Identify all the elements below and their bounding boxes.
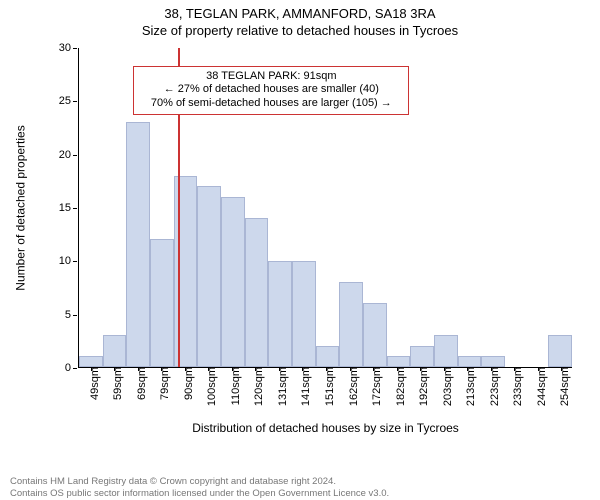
x-axis-label: Distribution of detached houses by size … <box>79 421 572 435</box>
annotation-line3: 70% of semi-detached houses are larger (… <box>140 97 402 111</box>
footer-attribution: Contains HM Land Registry data © Crown c… <box>10 476 389 499</box>
histogram-bar <box>481 356 505 367</box>
histogram-bar <box>458 356 482 367</box>
annotation-line1: 38 TEGLAN PARK: 91sqm <box>140 70 402 84</box>
histogram-bar <box>103 335 127 367</box>
y-axis-label: Number of detached properties <box>14 125 28 290</box>
histogram-bar <box>363 303 387 367</box>
footer-line2: Contains OS public sector information li… <box>10 488 389 499</box>
x-tick-label: 162sqm <box>348 367 360 406</box>
chart-title-block: 38, TEGLAN PARK, AMMANFORD, SA18 3RA Siz… <box>0 0 600 38</box>
x-tick-label: 233sqm <box>512 367 524 406</box>
histogram-bar <box>126 122 150 367</box>
chart-title-sub: Size of property relative to detached ho… <box>0 23 600 38</box>
y-tick-label: 0 <box>65 362 79 374</box>
histogram-bar <box>221 197 245 367</box>
histogram-bar <box>316 346 340 367</box>
x-tick-label: 254sqm <box>559 367 571 406</box>
x-tick-label: 172sqm <box>371 367 383 406</box>
annotation-line2: ← 27% of detached houses are smaller (40… <box>140 83 402 97</box>
y-tick-label: 15 <box>59 202 79 214</box>
y-axis-label-wrap: Number of detached properties <box>14 48 28 368</box>
x-tick-label: 79sqm <box>159 367 171 400</box>
x-tick-label: 131sqm <box>277 367 289 406</box>
y-tick-label: 20 <box>59 149 79 161</box>
x-tick-label: 110sqm <box>230 367 242 405</box>
x-tick-label: 59sqm <box>112 367 124 400</box>
histogram-bar <box>79 356 103 367</box>
y-tick-label: 5 <box>65 309 79 321</box>
x-tick-label: 141sqm <box>300 367 312 406</box>
chart-title-main: 38, TEGLAN PARK, AMMANFORD, SA18 3RA <box>0 6 600 21</box>
histogram-bar <box>434 335 458 367</box>
x-tick-label: 151sqm <box>324 367 336 406</box>
x-tick-label: 100sqm <box>206 367 218 406</box>
histogram-bar <box>387 356 411 367</box>
plot-area: 38 TEGLAN PARK: 91sqm ← 27% of detached … <box>78 48 572 368</box>
histogram-bar <box>339 282 363 367</box>
histogram-bar <box>150 239 174 367</box>
histogram-bar <box>197 186 221 367</box>
x-tick-label: 192sqm <box>418 367 430 406</box>
histogram-bar <box>292 261 316 367</box>
footer-line1: Contains HM Land Registry data © Crown c… <box>10 476 389 487</box>
histogram-bar <box>268 261 292 367</box>
histogram-bar <box>245 218 269 367</box>
histogram-bar <box>410 346 434 367</box>
x-tick-label: 120sqm <box>253 367 265 406</box>
y-tick-label: 25 <box>59 95 79 107</box>
y-tick-label: 10 <box>59 255 79 267</box>
x-tick-label: 244sqm <box>536 367 548 406</box>
x-tick-label: 213sqm <box>465 367 477 406</box>
plot-wrap: Number of detached properties 38 TEGLAN … <box>52 48 572 408</box>
x-tick-label: 90sqm <box>183 367 195 400</box>
y-tick-label: 30 <box>59 42 79 54</box>
histogram-bar <box>548 335 572 367</box>
x-tick-label: 69sqm <box>136 367 148 400</box>
x-tick-label: 223sqm <box>489 367 501 406</box>
annotation-box: 38 TEGLAN PARK: 91sqm ← 27% of detached … <box>133 66 409 115</box>
x-tick-label: 203sqm <box>442 367 454 406</box>
x-tick-label: 182sqm <box>395 367 407 406</box>
x-tick-label: 49sqm <box>89 367 101 400</box>
